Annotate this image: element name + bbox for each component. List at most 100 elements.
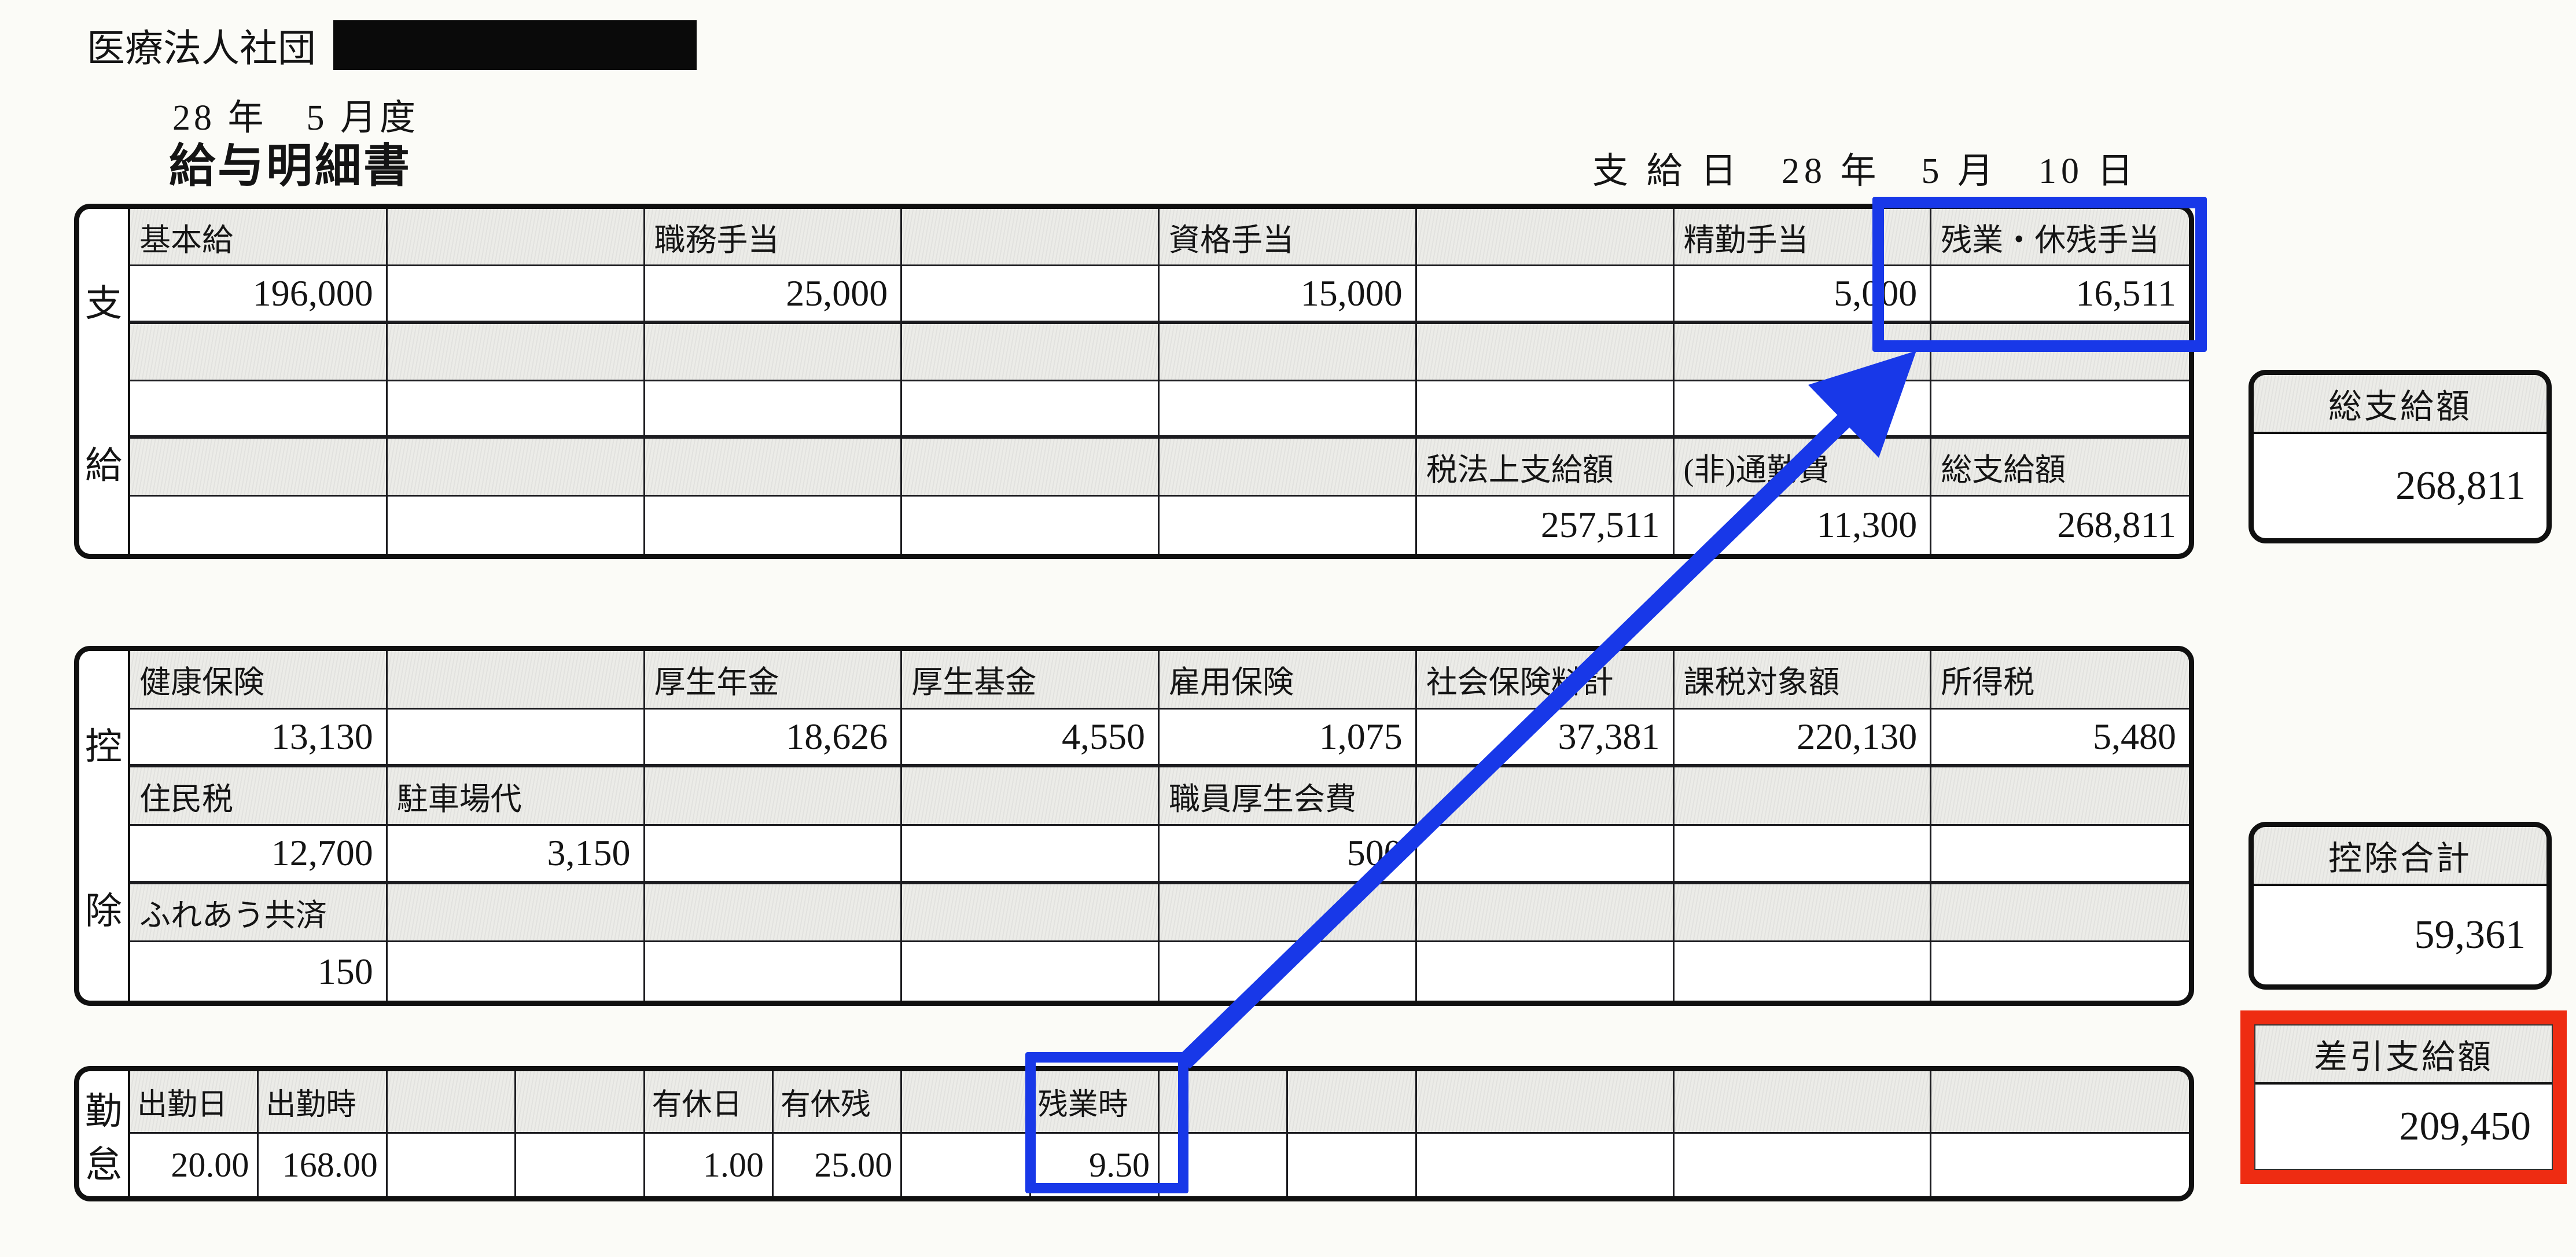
header-cell [130,439,388,497]
redaction-bar [333,20,697,70]
value-cell: 257,511 [1417,496,1675,554]
value-cell [130,381,388,439]
header-cell: 住民税 [130,767,388,826]
deduction-table: 控 除 健康保険 厚生年金 厚生基金 雇用保険 社会保険料計 課税対象額 所得税… [74,646,2194,1006]
value-cell: 1.00 [645,1134,774,1196]
payment-side-char-1: 支 [85,283,122,324]
value-cell: 25.00 [774,1134,903,1196]
deduction-side-char-2: 除 [85,890,122,932]
attendance-side-char-2: 怠 [85,1144,122,1185]
value-cell: 9.50 [1031,1134,1160,1196]
header-cell [1931,884,2189,943]
value-cell [1675,1134,1932,1196]
header-cell [902,209,1160,267]
header-cell [1674,767,1932,826]
header-cell: 残業・休残手当 [1931,209,2189,267]
header-cell: 課税対象額 [1674,651,1932,710]
value-cell: 5,480 [1931,710,2189,768]
value-cell [387,266,645,324]
header-cell: (非)通勤費 [1674,439,1932,497]
value-cell [1931,1134,2189,1196]
value-cell [1674,825,1932,884]
header-cell: 駐車場代 [387,767,645,826]
header-cell: 残業時 [1031,1071,1160,1134]
value-cell [645,942,903,1001]
header-cell [902,1071,1031,1134]
header-cell: 社会保険料計 [1416,651,1675,710]
header-cell [902,439,1160,497]
header-cell [387,651,645,710]
value-cell: 15,000 [1160,266,1417,324]
value-cell [1160,1134,1289,1196]
gross-total-value: 268,811 [2395,464,2526,508]
value-cell [1931,381,2189,439]
net-pay-value: 209,450 [2399,1104,2531,1149]
value-cell [1931,826,2189,884]
header-cell [387,209,645,267]
header-cell [902,884,1160,943]
value-cell: 3,150 [387,825,645,884]
value-cell [1160,381,1417,439]
net-pay-box: 差引支給額 209,450 [2240,1010,2567,1184]
header-cell: 基本給 [130,209,388,267]
value-cell: 16,511 [1931,266,2189,324]
value-cell: 18,626 [645,709,903,768]
value-cell [902,496,1160,554]
header-cell [1931,324,2189,381]
pay-period: 28 年 5 月度 [172,98,419,138]
overtime-hours-highlight-box [1025,1052,1188,1193]
value-cell: 220,130 [1674,709,1932,768]
value-cell [1674,381,1932,439]
overtime-pay-highlight-box [1872,197,2207,352]
value-cell: 25,000 [645,266,903,324]
header-cell: 職務手当 [645,209,903,267]
value-cell [1416,381,1675,439]
value-cell [1931,942,2189,1001]
value-cell [387,381,645,439]
header-cell [645,324,903,381]
value-cell [388,496,645,554]
header-cell: 出勤日 [130,1071,259,1134]
value-cell [388,942,645,1001]
header-cell: 職員厚生会費 [1160,767,1417,826]
header-cell [516,1071,645,1134]
gross-total-box: 総支給額 268,811 [2249,370,2552,543]
value-cell [388,1134,517,1196]
header-cell [1931,1071,2189,1134]
page-title: 給与明細書 [169,141,412,192]
header-cell [1674,884,1932,943]
value-cell [902,381,1160,439]
header-cell: 税法上支給額 [1416,439,1675,497]
header-cell: 精勤手当 [1674,209,1932,267]
value-cell: 37,381 [1416,709,1675,768]
header-cell [645,767,903,826]
header-cell [1416,324,1675,381]
net-pay-label: 差引支給額 [2255,1026,2552,1085]
value-cell [902,1134,1031,1196]
deduction-total-value: 59,361 [2414,913,2526,957]
header-cell [1416,209,1675,267]
header-cell: 健康保険 [130,651,388,710]
value-cell: 268,811 [2057,504,2176,546]
value-cell [130,496,388,554]
header-cell [1416,1071,1675,1134]
company-prefix: 医療法人社団 [87,28,316,70]
value-cell: 1,075 [1160,709,1417,768]
company-line: 医療法人社団 [87,17,697,73]
value-cell [645,496,903,554]
header-cell [387,439,645,497]
value-cell [516,1134,645,1196]
value-cell [387,709,645,768]
value-cell [1675,942,1932,1001]
attendance-side-label: 勤 怠 [79,1071,130,1196]
header-cell: 所得税 [1931,651,2189,710]
value-cell [1416,825,1675,884]
header-cell [1931,767,2189,826]
header-cell [387,1071,517,1134]
value-cell [1416,266,1675,324]
value-cell: 500 [1160,825,1417,884]
value-cell [1160,942,1417,1001]
header-cell [902,324,1160,381]
header-cell: 総支給額 [1931,439,2189,497]
deduction-side-char-1: 控 [85,726,122,767]
